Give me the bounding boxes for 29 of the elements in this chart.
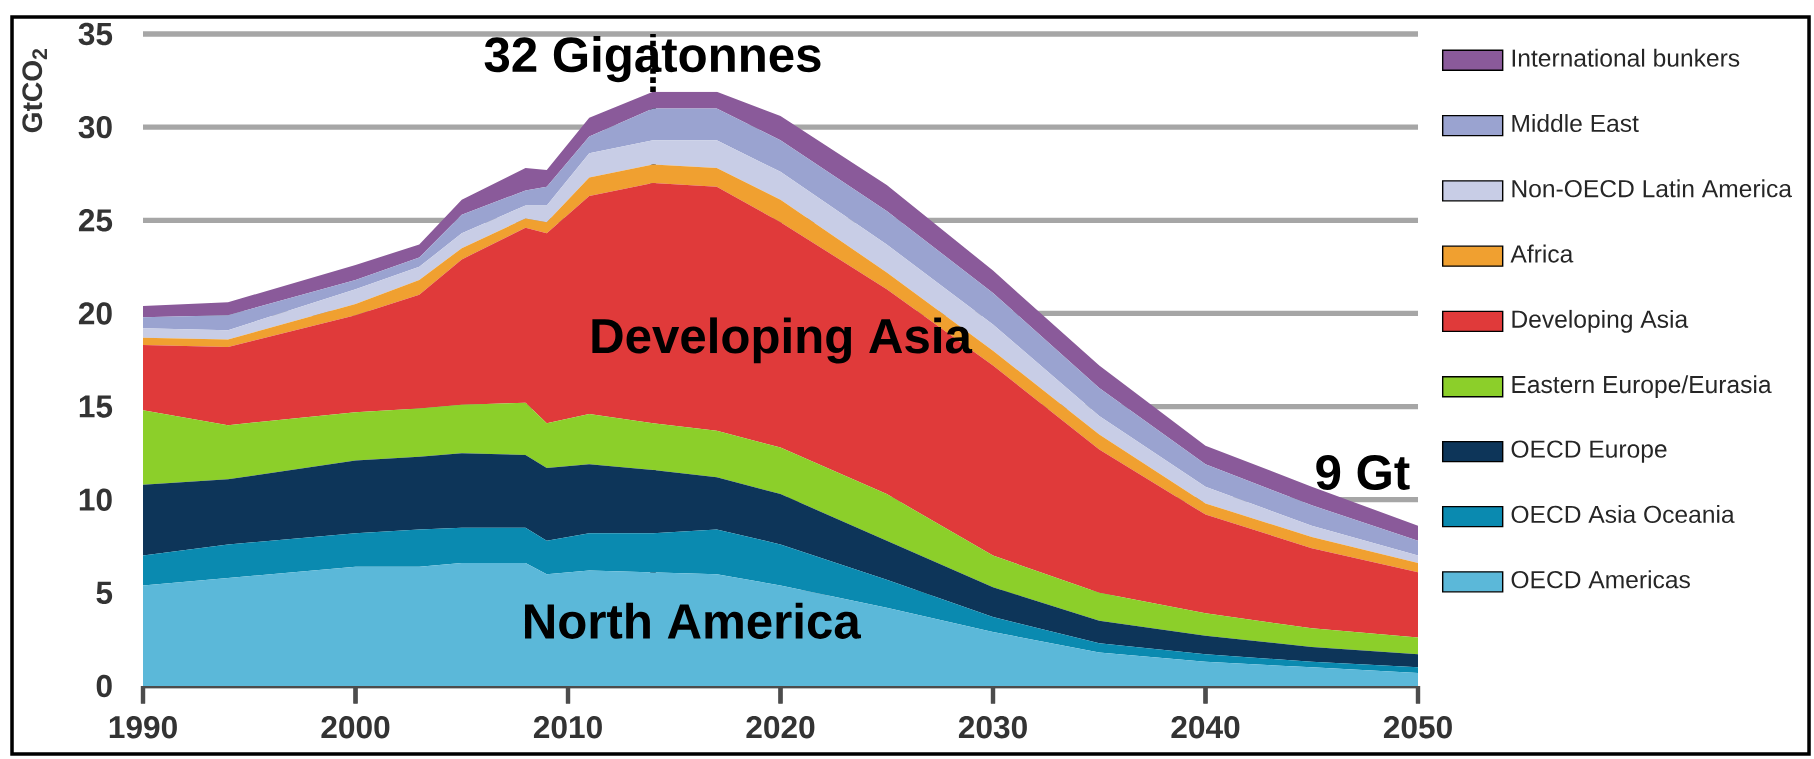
y-tick-label: 20 xyxy=(78,302,112,325)
x-tick-label: 2050 xyxy=(1383,715,1452,739)
legend-label: Eastern Europe/Eurasia xyxy=(1512,375,1772,399)
x-tick-label: 2010 xyxy=(533,715,602,739)
legend-label: Non-OECD Latin America xyxy=(1512,179,1793,198)
legend-label: Developing Asia xyxy=(1512,309,1689,333)
legend-label: OECD Asia Oceania xyxy=(1511,505,1735,524)
y-axis-title: GtCO$_{2}$ xyxy=(22,48,47,133)
y-tick-label: 0 xyxy=(96,674,112,698)
legend-label: OECD Americas xyxy=(1511,570,1690,589)
annotation: North America xyxy=(525,602,861,639)
y-tick-label: 25 xyxy=(78,209,113,232)
y-tick-label: 5 xyxy=(96,581,113,604)
annotation: 9 Gt xyxy=(1316,455,1410,490)
legend-label: International bunkers xyxy=(1512,48,1740,67)
x-tick-label: 2000 xyxy=(321,715,390,739)
x-tick-label: 1990 xyxy=(109,715,177,739)
x-tick-label: 2040 xyxy=(1171,715,1240,739)
x-tick-label: 2020 xyxy=(746,715,815,739)
legend-label: OECD Europe xyxy=(1511,440,1667,463)
annotation: Developing Asia xyxy=(592,317,973,364)
y-tick-label: 30 xyxy=(78,115,112,139)
x-tick-label: 2030 xyxy=(958,715,1027,739)
y-tick-label: 10 xyxy=(79,488,112,511)
annotation: 32 Gigatonnes xyxy=(484,36,821,83)
legend-label: Africa xyxy=(1510,244,1574,263)
y-tick-label: 35 xyxy=(78,22,113,46)
y-tick-label: 15 xyxy=(79,395,113,418)
legend-label: Middle East xyxy=(1512,114,1639,133)
